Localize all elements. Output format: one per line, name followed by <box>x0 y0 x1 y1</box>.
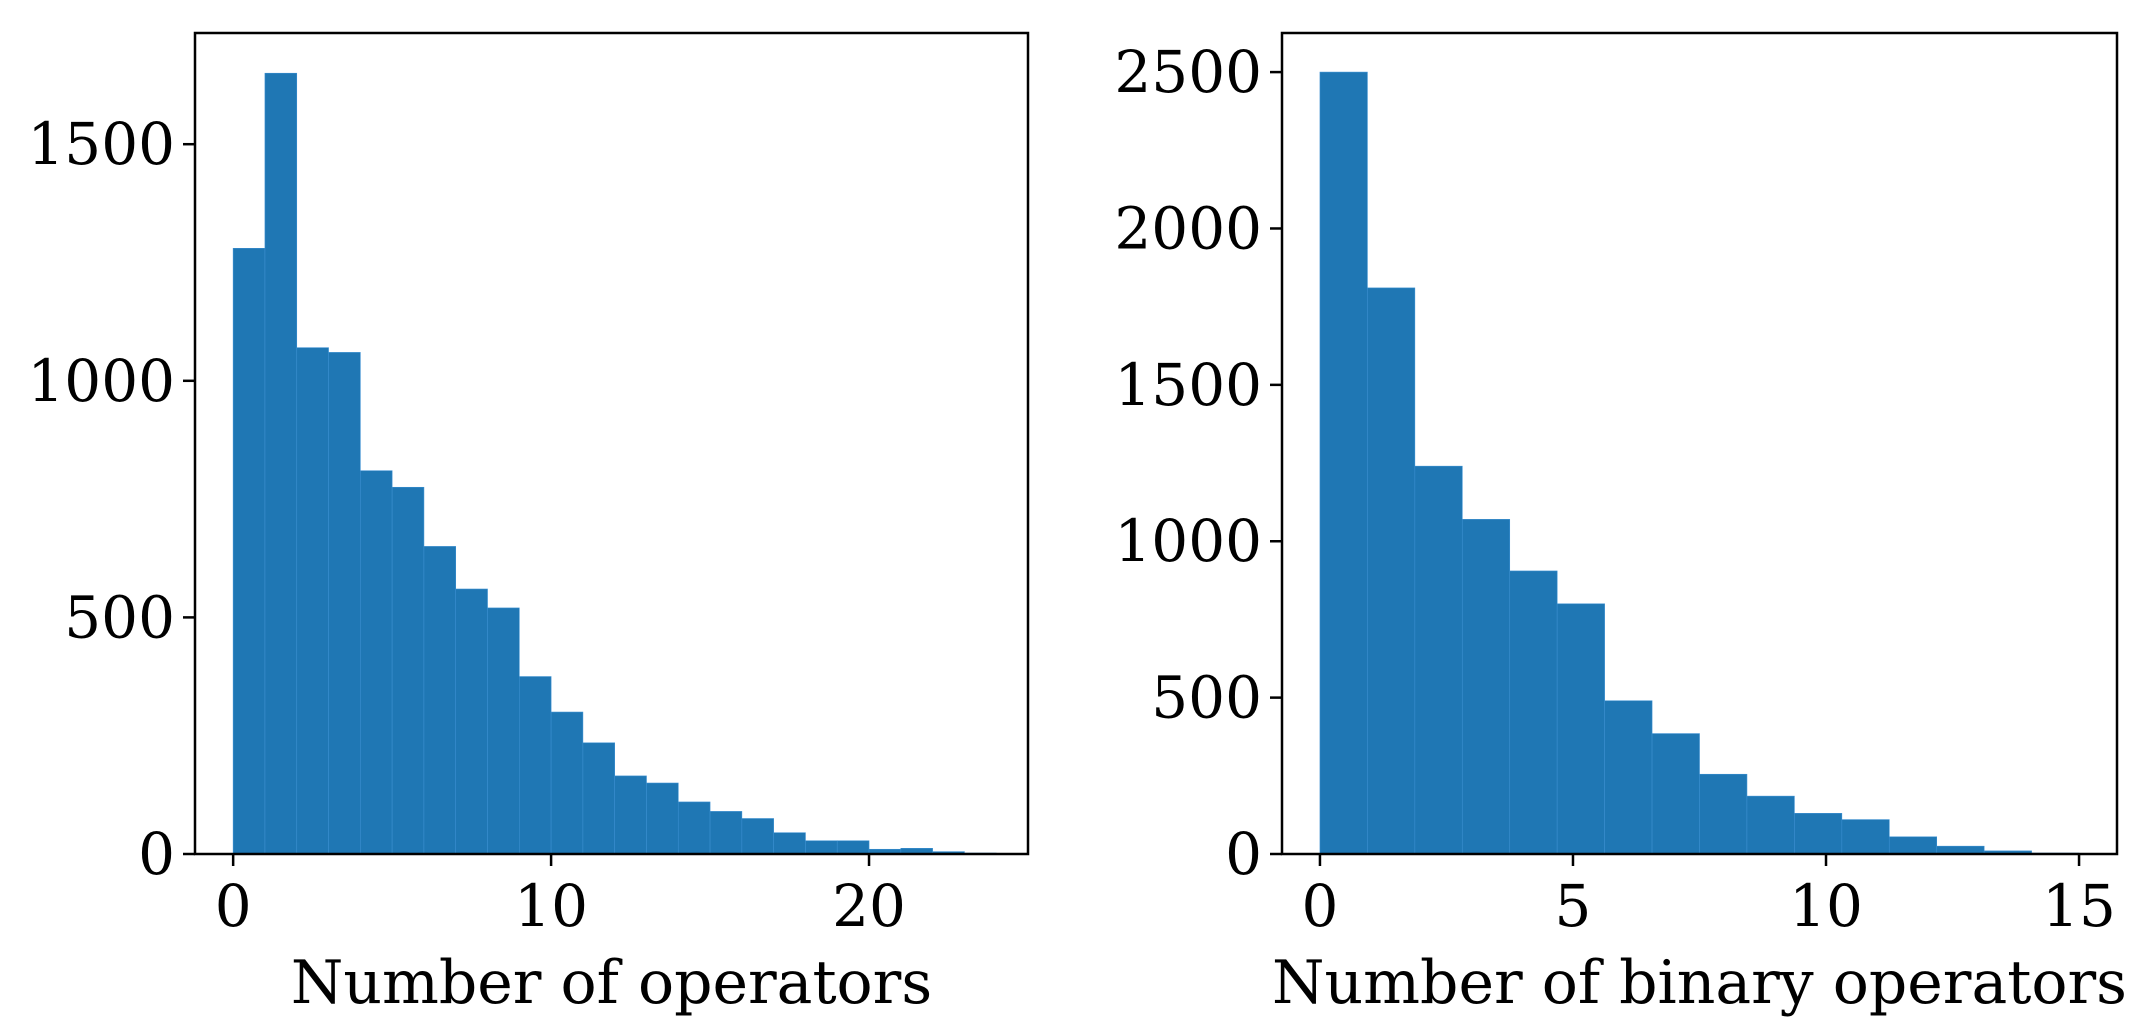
binary-operators-histogram-panel: 0 5 10 15 0 500 1000 1500 2000 2500 Number of bina… <box>1114 31 2127 1018</box>
y-tick-label: 2000 <box>1114 194 1262 262</box>
y-tick-label: 1000 <box>1114 507 1262 575</box>
x-tick-label: 0 <box>1302 872 1339 940</box>
operators-histogram-bar <box>805 840 838 855</box>
x-axis-label: Number of operators <box>291 948 932 1018</box>
y-tick-label: 500 <box>1151 664 1262 732</box>
binary-operators-histogram-bar <box>1841 819 1890 855</box>
operators-histogram-bar <box>773 832 806 855</box>
operators-axes-frame <box>193 31 1030 856</box>
y-tick-label: 1500 <box>1114 351 1262 419</box>
x-tick-label: 15 <box>2042 872 2116 940</box>
x-tick-label: 10 <box>1789 872 1863 940</box>
operators-histogram-bar <box>677 801 711 855</box>
binary-operators-histogram-bar <box>1509 570 1558 855</box>
y-tick-label: 500 <box>64 583 175 651</box>
operators-histogram-bar <box>455 588 488 855</box>
y-tick-label: 1000 <box>27 347 175 415</box>
operators-histogram-bar <box>423 546 457 855</box>
y-tick-label: 0 <box>1225 820 1262 888</box>
operators-histogram-bar <box>741 818 774 855</box>
x-tick-label: 5 <box>1555 872 1592 940</box>
binary-operators-histogram-bar <box>1604 700 1653 855</box>
operators-histogram-bar <box>360 470 393 855</box>
operators-histogram-bar <box>232 248 266 855</box>
y-tick-label: 2500 <box>1114 38 1262 106</box>
binary-operators-histogram-bar <box>1556 603 1605 855</box>
operators-histogram-bar <box>487 607 520 855</box>
operators-histogram-bar <box>550 711 584 855</box>
operators-histogram-bar <box>518 676 552 855</box>
x-axis-label: Number of binary operators <box>1272 948 2127 1018</box>
binary-operators-histogram-bar <box>1888 836 1938 855</box>
operators-histogram-bar <box>391 486 425 855</box>
operators-histogram-bar <box>296 347 329 855</box>
x-tick-label: 20 <box>832 872 906 940</box>
binary-operators-axes-frame <box>1280 31 2119 856</box>
operators-histogram-bar <box>582 742 615 855</box>
binary-operators-histogram-bar <box>1461 519 1511 855</box>
operators-histogram-bar <box>836 840 870 855</box>
binary-operators-histogram-bar <box>1367 287 1416 855</box>
x-tick-label: 10 <box>514 872 588 940</box>
operators-histogram-bar <box>646 782 679 855</box>
binary-operators-histogram-bar <box>1414 465 1463 855</box>
y-tick-label: 0 <box>138 820 175 888</box>
binary-operators-histogram-bar <box>1746 795 1795 855</box>
operators-histogram-panel: 0 10 20 0 500 1000 1500 Number of operators <box>27 31 1030 1018</box>
operators-histogram-bar <box>614 775 647 855</box>
binary-operators-histogram-bar <box>1651 733 1700 855</box>
operators-histogram-bar <box>328 352 361 855</box>
x-tick-label: 0 <box>215 872 252 940</box>
binary-operators-histogram-bar <box>1794 813 1843 855</box>
operators-histogram-bar <box>264 72 298 855</box>
y-tick-label: 1500 <box>27 110 175 178</box>
binary-operators-histogram-bar <box>1699 773 1748 855</box>
binary-operators-histogram-bar <box>1319 71 1368 855</box>
operators-histogram-bar <box>709 811 743 855</box>
